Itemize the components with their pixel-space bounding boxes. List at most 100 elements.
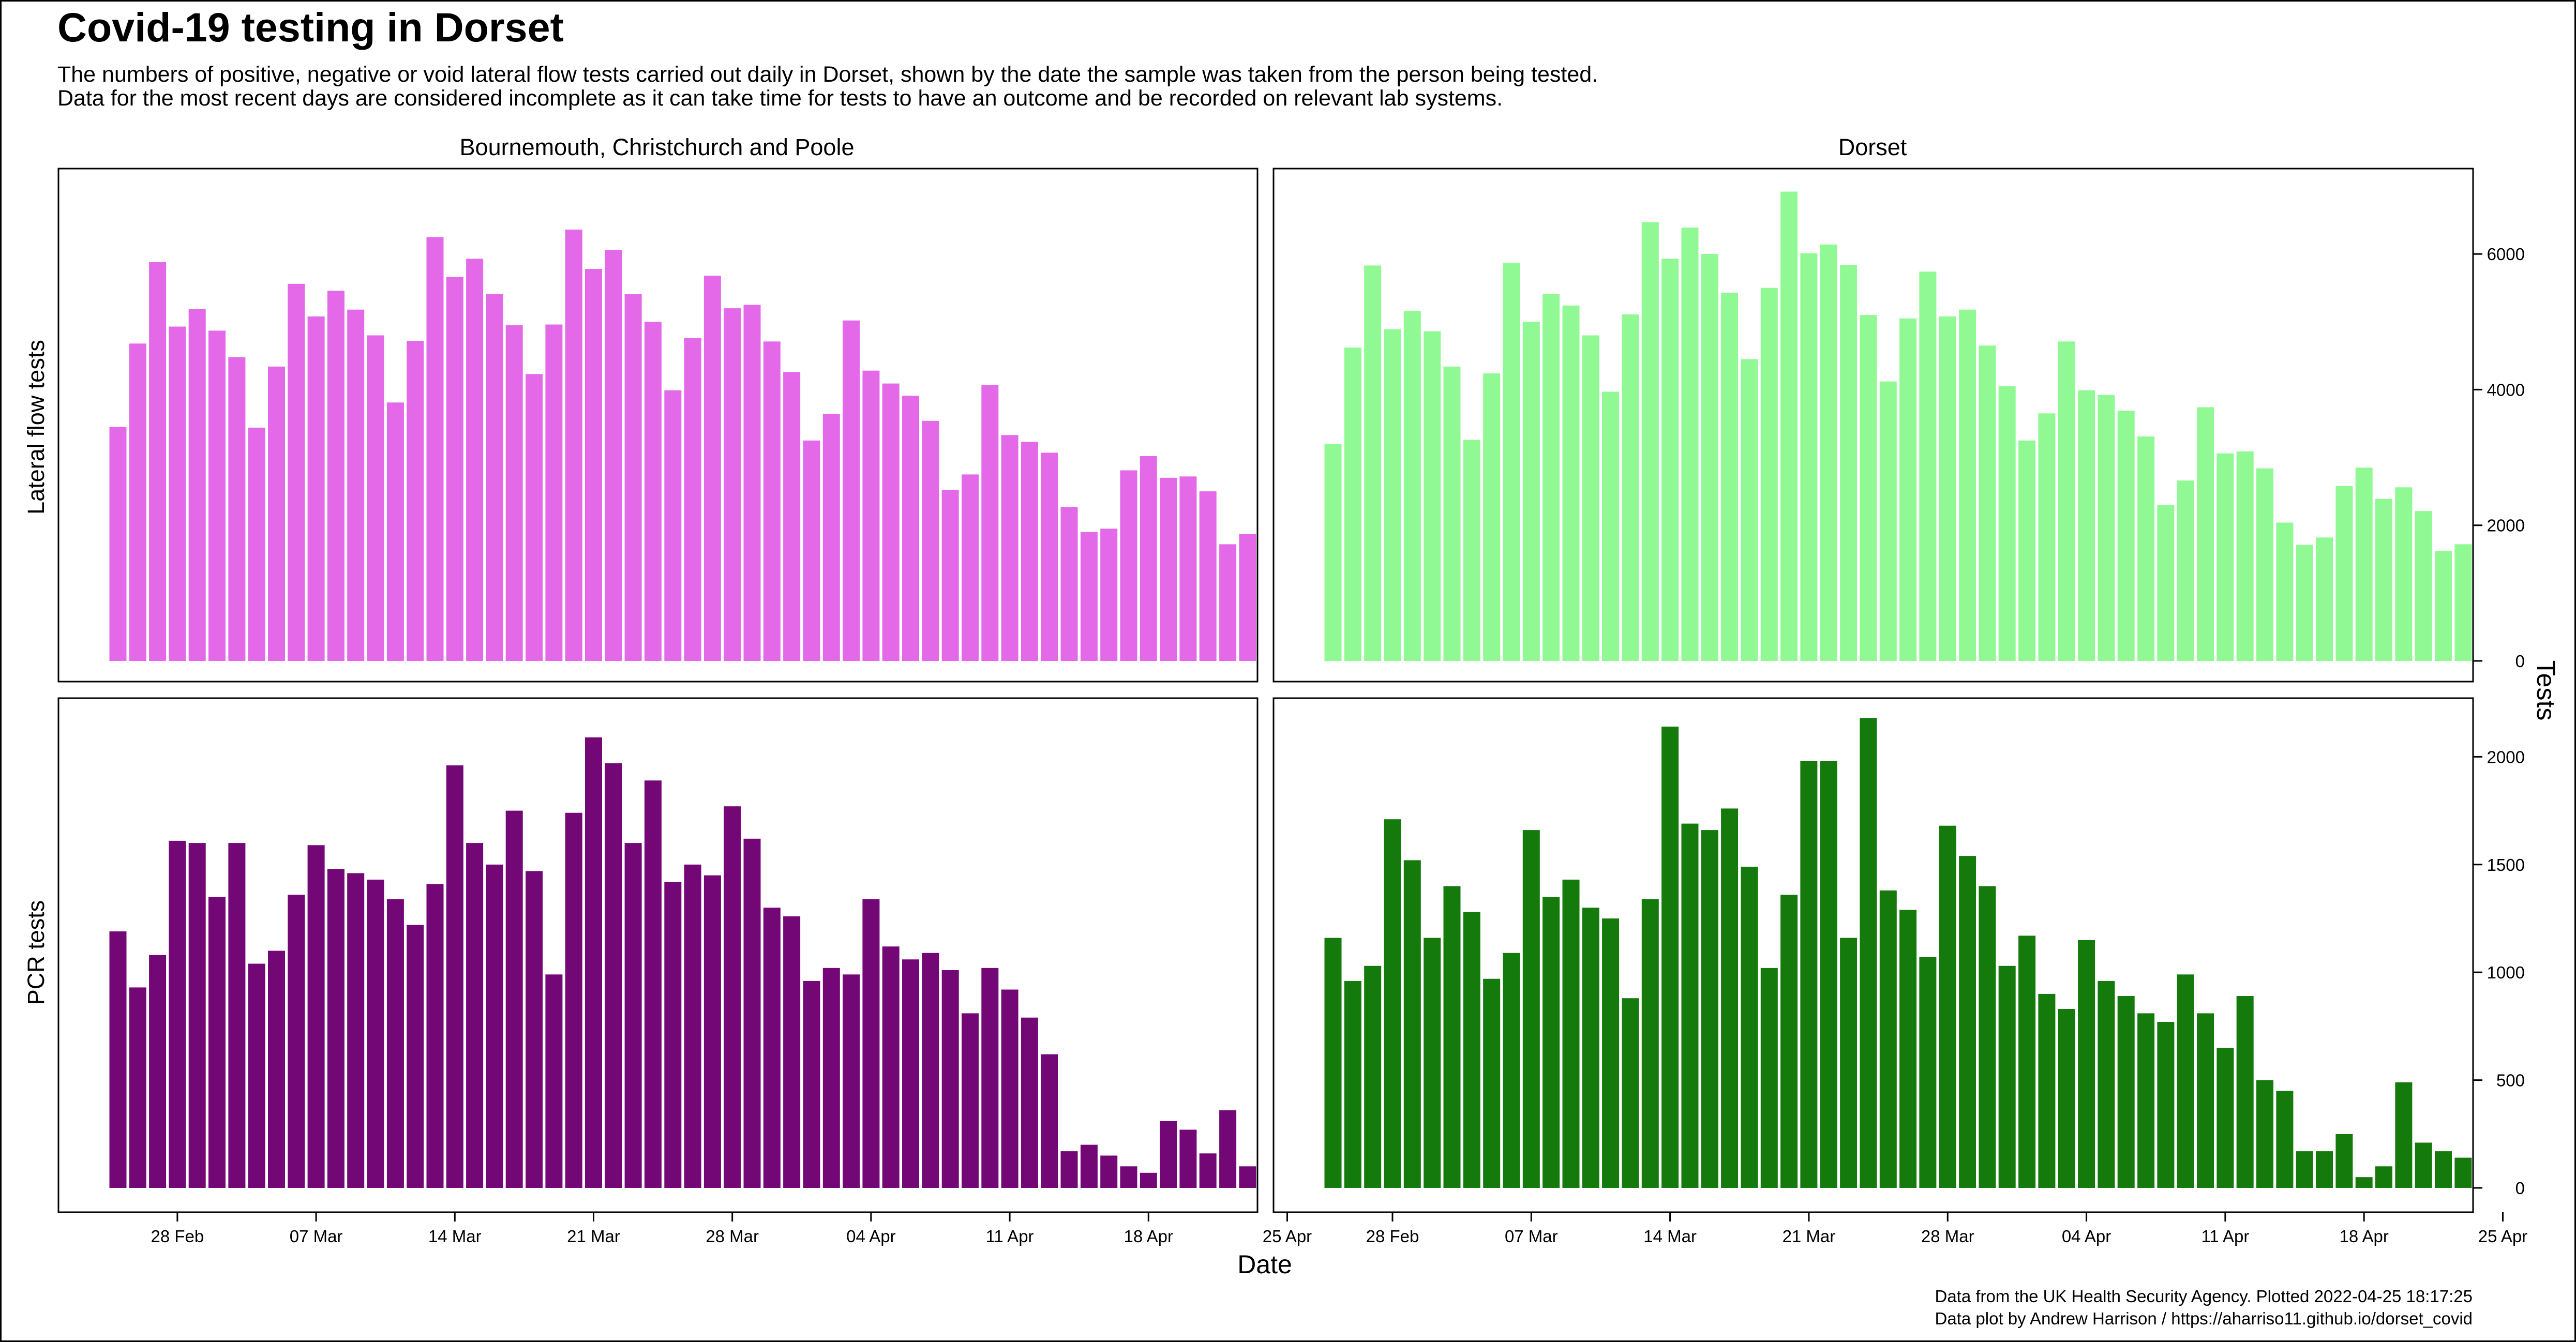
column-label-bcp: Bournemouth, Christchurch and Poole — [460, 134, 855, 160]
x-tick-label-1-8: 25 Apr — [2478, 1227, 2527, 1246]
bar-pcr-tests-bournemouth-christchurch-and-poole-26 — [624, 843, 642, 1188]
bar-pcr-tests-dorset-43 — [2177, 974, 2194, 1188]
bar-lateral-flow-tests-bournemouth-christchurch-and-poole-56 — [1219, 544, 1237, 661]
bar-lateral-flow-tests-bournemouth-christchurch-and-poole-20 — [505, 325, 523, 661]
bar-pcr-tests-bournemouth-christchurch-and-poole-25 — [605, 763, 622, 1188]
bar-lateral-flow-tests-dorset-31 — [1939, 316, 1956, 661]
panel-lateral-flow-tests-dorset: 0 2000 4000 6000 — [1272, 168, 2525, 683]
footer-source: Data from the UK Health Security Agency.… — [1935, 1287, 2473, 1306]
bar-pcr-tests-dorset-39 — [2098, 981, 2115, 1188]
bar-lateral-flow-tests-dorset-49 — [2296, 545, 2313, 661]
bar-pcr-tests-dorset-21 — [1741, 866, 1758, 1188]
bar-lateral-flow-tests-bournemouth-christchurch-and-poole-40 — [902, 396, 919, 661]
bar-lateral-flow-tests-bournemouth-christchurch-and-poole-23 — [565, 229, 582, 661]
bar-pcr-tests-bournemouth-christchurch-and-poole-22 — [545, 974, 563, 1188]
bar-pcr-tests-dorset-7 — [1463, 912, 1480, 1188]
bar-lateral-flow-tests-bournemouth-christchurch-and-poole-19 — [486, 294, 503, 661]
bar-lateral-flow-tests-bournemouth-christchurch-and-poole-5 — [208, 330, 226, 661]
y-tick-label-1-0: 0 — [2515, 1179, 2525, 1198]
bar-lateral-flow-tests-dorset-15 — [1622, 314, 1639, 661]
bar-lateral-flow-tests-dorset-20 — [1721, 292, 1739, 661]
panel-pcr-tests-dorset: 28 Feb 07 Mar 14 Mar 21 Mar 28 Mar 04 Apr 11 A… — [1272, 697, 2527, 1246]
x-tick-label-0-4: 28 Mar — [706, 1227, 759, 1246]
bar-lateral-flow-tests-bournemouth-christchurch-and-poole-13 — [367, 335, 384, 661]
bar-lateral-flow-tests-bournemouth-christchurch-and-poole-38 — [862, 370, 880, 661]
x-tick-label-1-0: 28 Feb — [1366, 1227, 1419, 1246]
bar-lateral-flow-tests-dorset-43 — [2177, 480, 2194, 661]
bar-lateral-flow-tests-bournemouth-christchurch-and-poole-43 — [962, 474, 979, 661]
bar-pcr-tests-dorset-34 — [1998, 966, 2016, 1188]
bar-lateral-flow-tests-dorset-4 — [1403, 311, 1421, 661]
bar-lateral-flow-tests-dorset-29 — [1899, 318, 1917, 661]
bar-pcr-tests-dorset-5 — [1424, 938, 1441, 1188]
bar-lateral-flow-tests-dorset-22 — [1760, 288, 1778, 661]
x-tick-label-0-1: 07 Mar — [290, 1227, 343, 1246]
bar-lateral-flow-tests-bournemouth-christchurch-and-poole-10 — [307, 316, 325, 661]
bar-lateral-flow-tests-bournemouth-christchurch-and-poole-21 — [526, 374, 543, 661]
bar-pcr-tests-bournemouth-christchurch-and-poole-16 — [426, 884, 444, 1188]
bar-pcr-tests-bournemouth-christchurch-and-poole-2 — [149, 955, 167, 1188]
bar-pcr-tests-bournemouth-christchurch-and-poole-42 — [941, 970, 959, 1188]
chart-title: Covid-19 testing in Dorset — [57, 4, 564, 50]
bar-lateral-flow-tests-bournemouth-christchurch-and-poole-29 — [684, 338, 701, 661]
bar-lateral-flow-tests-dorset-41 — [2137, 436, 2155, 661]
bar-pcr-tests-bournemouth-christchurch-and-poole-0 — [109, 931, 127, 1188]
bar-lateral-flow-tests-bournemouth-christchurch-and-poole-24 — [585, 269, 602, 661]
bar-lateral-flow-tests-dorset-14 — [1602, 391, 1620, 661]
bar-pcr-tests-dorset-26 — [1840, 938, 1858, 1188]
bar-lateral-flow-tests-dorset-51 — [2335, 486, 2353, 661]
bar-pcr-tests-dorset-57 — [2454, 1157, 2472, 1188]
bar-pcr-tests-dorset-41 — [2137, 1013, 2155, 1188]
x-tick-label-1-4: 28 Mar — [1921, 1227, 1974, 1246]
bar-pcr-tests-bournemouth-christchurch-and-poole-40 — [902, 959, 919, 1188]
bar-lateral-flow-tests-dorset-2 — [1364, 265, 1382, 661]
y-tick-label-0-2: 4000 — [2487, 380, 2525, 399]
bar-pcr-tests-dorset-12 — [1562, 879, 1580, 1188]
bar-lateral-flow-tests-bournemouth-christchurch-and-poole-1 — [129, 343, 146, 661]
bar-pcr-tests-dorset-54 — [2395, 1082, 2413, 1188]
bar-lateral-flow-tests-bournemouth-christchurch-and-poole-22 — [545, 324, 563, 661]
bar-pcr-tests-bournemouth-christchurch-and-poole-53 — [1160, 1121, 1177, 1188]
panel-border-pcr-tests-bournemouth-christchurch-and-poole — [57, 697, 1259, 1213]
bar-lateral-flow-tests-bournemouth-christchurch-and-poole-27 — [644, 322, 662, 661]
bar-pcr-tests-dorset-32 — [1959, 856, 1976, 1188]
bar-lateral-flow-tests-bournemouth-christchurch-and-poole-42 — [941, 490, 959, 661]
bar-lateral-flow-tests-dorset-19 — [1701, 254, 1718, 661]
bar-pcr-tests-dorset-51 — [2335, 1134, 2353, 1188]
panel-lateral-flow-tests-bournemouth-christchurch-and-poole — [57, 168, 1259, 683]
bar-pcr-tests-bournemouth-christchurch-and-poole-34 — [783, 916, 801, 1188]
bar-lateral-flow-tests-dorset-42 — [2157, 505, 2175, 661]
bar-pcr-tests-dorset-8 — [1483, 978, 1501, 1188]
bar-lateral-flow-tests-dorset-13 — [1582, 335, 1599, 661]
bar-pcr-tests-bournemouth-christchurch-and-poole-13 — [367, 879, 384, 1188]
bar-lateral-flow-tests-dorset-5 — [1424, 331, 1441, 661]
bar-pcr-tests-bournemouth-christchurch-and-poole-52 — [1140, 1172, 1157, 1188]
bar-lateral-flow-tests-dorset-1 — [1344, 348, 1361, 661]
bar-lateral-flow-tests-bournemouth-christchurch-and-poole-26 — [624, 294, 642, 661]
subtitle-line-2: Data for the most recent days are consid… — [57, 86, 1503, 111]
bar-pcr-tests-bournemouth-christchurch-and-poole-17 — [446, 765, 463, 1188]
bar-pcr-tests-bournemouth-christchurch-and-poole-7 — [248, 963, 265, 1188]
bar-pcr-tests-bournemouth-christchurch-and-poole-10 — [307, 845, 325, 1188]
bar-pcr-tests-dorset-49 — [2296, 1151, 2313, 1188]
bar-pcr-tests-bournemouth-christchurch-and-poole-30 — [703, 875, 721, 1188]
bar-lateral-flow-tests-bournemouth-christchurch-and-poole-8 — [268, 366, 285, 661]
panel-border-lateral-flow-tests-bournemouth-christchurch-and-poole — [57, 168, 1259, 683]
bar-pcr-tests-bournemouth-christchurch-and-poole-56 — [1219, 1110, 1237, 1188]
bar-pcr-tests-dorset-28 — [1879, 890, 1897, 1188]
x-tick-label-0-3: 21 Mar — [567, 1227, 620, 1246]
bar-lateral-flow-tests-dorset-37 — [2058, 341, 2075, 661]
bar-lateral-flow-tests-bournemouth-christchurch-and-poole-4 — [188, 309, 206, 661]
bar-lateral-flow-tests-dorset-3 — [1384, 329, 1401, 661]
bar-pcr-tests-bournemouth-christchurch-and-poole-33 — [763, 908, 781, 1188]
bar-lateral-flow-tests-dorset-32 — [1959, 309, 1976, 661]
bar-lateral-flow-tests-bournemouth-christchurch-and-poole-17 — [446, 277, 463, 661]
x-tick-label-0-0: 28 Feb — [151, 1227, 204, 1246]
x-axis-title: Date — [1237, 1250, 1292, 1279]
bar-pcr-tests-bournemouth-christchurch-and-poole-48 — [1060, 1151, 1078, 1188]
bar-lateral-flow-tests-bournemouth-christchurch-and-poole-14 — [386, 402, 404, 661]
bar-pcr-tests-bournemouth-christchurch-and-poole-41 — [922, 953, 939, 1188]
bar-lateral-flow-tests-dorset-28 — [1879, 381, 1897, 661]
bar-pcr-tests-bournemouth-christchurch-and-poole-19 — [486, 864, 503, 1188]
